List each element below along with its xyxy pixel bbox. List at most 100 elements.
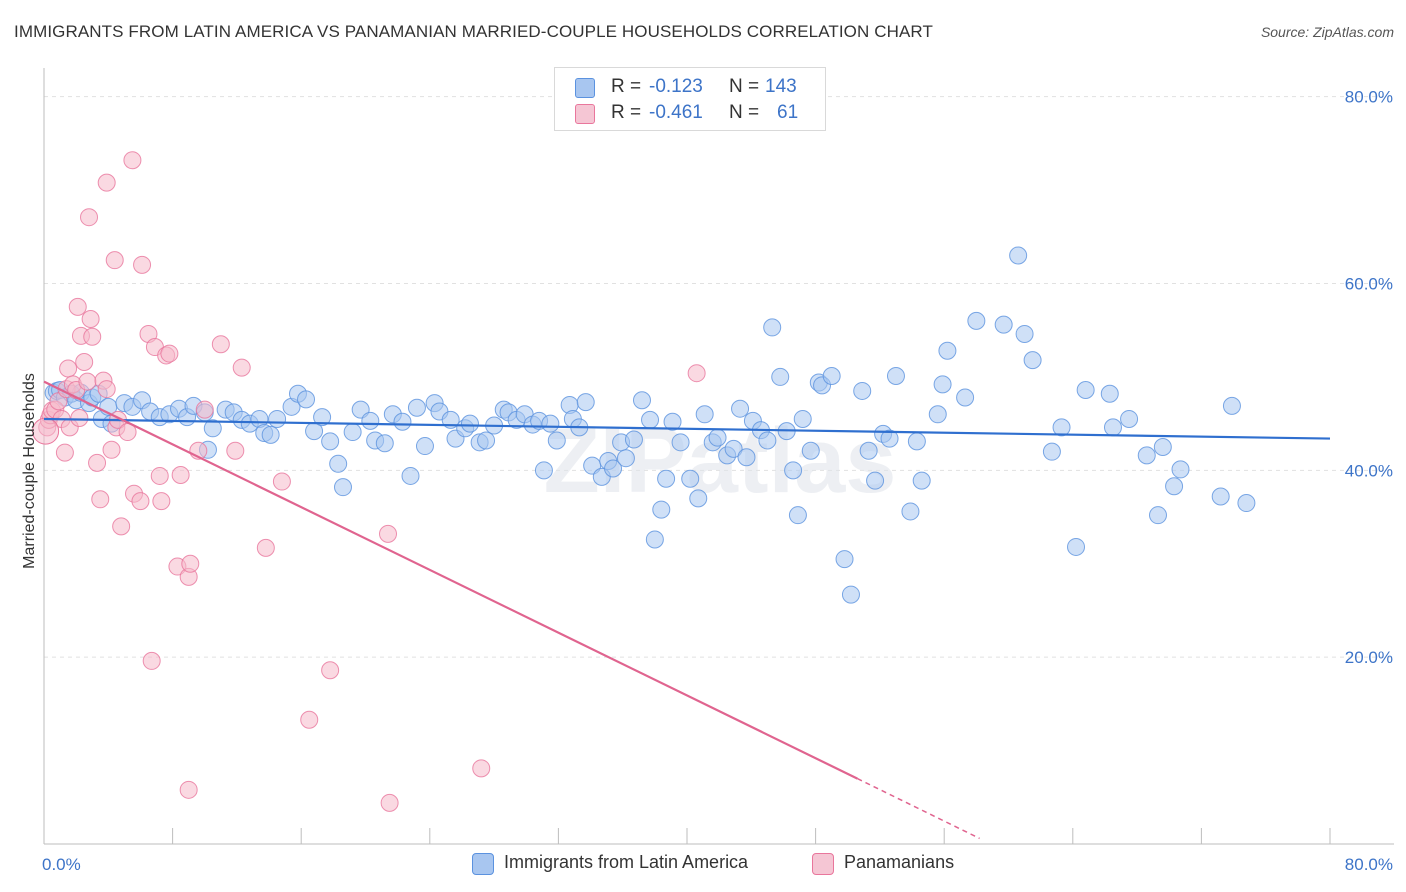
panamanian-point [81, 310, 100, 329]
latin-america-point [1137, 446, 1156, 465]
panamanian-point [75, 352, 94, 371]
panamanian-point [272, 472, 291, 491]
panamanian-point [300, 710, 319, 729]
panamanian-trend-line [43, 380, 858, 780]
y-tick-label: 40.0% [1345, 461, 1393, 480]
bottom-legend-label: Immigrants from Latin America [504, 852, 749, 872]
latin-america-point [763, 318, 782, 337]
latin-america-point [297, 390, 316, 409]
panamanian-point [687, 364, 706, 383]
latin-america-point [737, 448, 756, 467]
latin-america-point [956, 388, 975, 407]
panamanian-point [91, 490, 110, 509]
legend-n-value: 61 [777, 102, 799, 123]
panamanian-point [160, 344, 179, 363]
latin-america-point [1009, 246, 1028, 265]
legend-n-value: 143 [765, 76, 797, 97]
latin-america-point [681, 469, 700, 488]
stats-legend: R = -0.123 N = 143 R = -0.461 N = 61 [554, 67, 826, 131]
panamanian-point [97, 173, 116, 192]
latin-america-point [1023, 351, 1042, 370]
y-axis-title: Married-couple Households [21, 373, 38, 569]
latin-america-point [967, 311, 986, 330]
latin-america-point [321, 432, 340, 451]
grid-layer [44, 96, 1394, 658]
y-tick-label: 80.0% [1345, 88, 1393, 107]
latin-america-point [1100, 384, 1119, 403]
latin-america-point [835, 550, 854, 569]
latin-america-point [261, 425, 280, 444]
legend-n-label: N = [729, 76, 760, 97]
panamanian-point [195, 400, 214, 419]
latin-america-point [724, 439, 743, 458]
latin-america-point [329, 454, 348, 473]
latin-america-point [641, 410, 660, 429]
panamanian-point [226, 441, 245, 460]
panamanian-point [142, 651, 161, 670]
latin-america-point [407, 398, 426, 417]
panamanian-point [97, 380, 116, 399]
latin-america-point [866, 471, 885, 490]
bottom-legend-swatch-pink [812, 853, 834, 875]
bottom-legend-swatch-blue [472, 853, 494, 875]
panamanian-point [88, 453, 107, 472]
latin-america-point [415, 437, 434, 456]
latin-america-point [912, 471, 931, 490]
latin-america-point [616, 449, 635, 468]
panamanian-point [232, 358, 251, 377]
latin-america-point [901, 502, 920, 521]
latin-america-point [1222, 396, 1241, 415]
panamanian-point [211, 335, 230, 354]
panamanian-point [321, 661, 340, 680]
panamanian-point [80, 208, 99, 227]
latin-america-point [1211, 487, 1230, 506]
panamanian-point [379, 524, 398, 543]
legend-r-label: R = [611, 76, 642, 97]
latin-america-point [1171, 460, 1190, 479]
latin-america-point [671, 433, 690, 452]
labels-layer: 20.0% 40.0% 60.0% 80.0% 0.0% 80.0% Married-cou… [21, 88, 1393, 874]
latin-america-point [1120, 409, 1139, 428]
panamanian-point [256, 538, 275, 557]
panamanian-point [472, 759, 491, 778]
latin-america-point [652, 500, 671, 519]
latin-america-point [859, 441, 878, 460]
latin-america-point [1076, 381, 1095, 400]
latin-america-point [758, 431, 777, 450]
chart-title: IMMIGRANTS FROM LATIN AMERICA VS PANAMAN… [14, 22, 933, 41]
latin-america-point [361, 411, 380, 430]
legend-swatch-blue [575, 78, 595, 98]
latin-america-point [1148, 506, 1167, 525]
axes-layer [43, 68, 1394, 845]
panamanian-point [131, 492, 150, 511]
latin-america-point [604, 459, 623, 478]
latin-america-point [708, 428, 727, 447]
legend-swatch-pink [575, 104, 595, 124]
latin-america-point [907, 432, 926, 451]
latin-america-point [938, 341, 957, 360]
latin-america-point [841, 585, 860, 604]
legend-n-label: N = [729, 102, 760, 123]
latin-america-trend-line [43, 417, 1331, 440]
latin-america-point [203, 419, 222, 438]
latin-america-point [541, 414, 560, 433]
latin-america-point [695, 405, 714, 424]
latin-america-point [853, 381, 872, 400]
latin-america-point [1237, 494, 1256, 513]
panamanian-point [150, 466, 169, 485]
panamanian-point [105, 251, 124, 270]
latin-america-point [689, 489, 708, 508]
latin-america-point [771, 367, 790, 386]
latin-america-point [1153, 437, 1172, 456]
latin-america-point [632, 391, 651, 410]
latin-america-point [547, 431, 566, 450]
latin-america-point [1103, 418, 1122, 437]
latin-america-point [1015, 324, 1034, 343]
panamanian-point [112, 517, 131, 536]
latin-america-point [731, 399, 750, 418]
panamanian-point [181, 554, 200, 573]
panamanian-point [152, 492, 171, 511]
latin-america-point [460, 414, 479, 433]
latin-america-point [788, 506, 807, 525]
latin-america-point [624, 430, 643, 449]
